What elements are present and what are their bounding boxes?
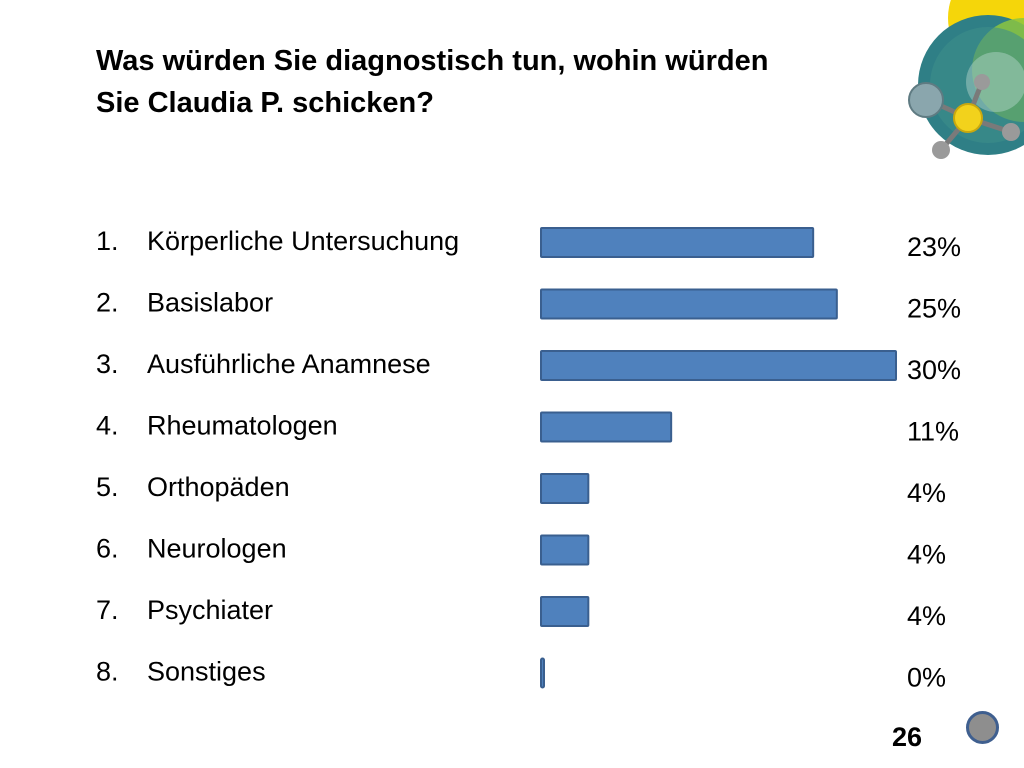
category-number-1: 1. xyxy=(96,226,119,256)
category-label-8: Sonstiges xyxy=(147,657,266,687)
value-label-4: 11% xyxy=(907,417,959,447)
bar-3 xyxy=(540,350,897,381)
bar-6 xyxy=(540,534,590,566)
category-number-8: 8. xyxy=(96,657,119,687)
nav-circle-button[interactable] xyxy=(966,711,999,744)
value-label-8: 0% xyxy=(907,663,946,693)
title-line-2: Sie Claudia P. schicken? xyxy=(96,87,434,119)
category-number-4: 4. xyxy=(96,411,119,441)
value-label-2: 25% xyxy=(907,294,961,324)
bar-5 xyxy=(540,473,590,504)
category-number-2: 2. xyxy=(96,288,119,318)
molecule-logo-icon xyxy=(908,0,1024,159)
value-label-7: 4% xyxy=(907,601,946,631)
page-number: 26 xyxy=(892,722,923,752)
category-number-5: 5. xyxy=(96,472,119,502)
category-label-2: Basislabor xyxy=(147,288,273,318)
bar-2 xyxy=(540,288,838,320)
value-label-3: 30% xyxy=(907,355,961,385)
category-label-7: Psychiater xyxy=(147,595,273,625)
category-label-5: Orthopäden xyxy=(147,472,290,502)
category-label-6: Neurologen xyxy=(147,534,287,564)
bar-4 xyxy=(540,411,673,443)
category-label-1: Körperliche Untersuchung xyxy=(147,226,459,256)
value-label-6: 4% xyxy=(907,540,946,570)
value-label-5: 4% xyxy=(907,478,946,508)
bar-1 xyxy=(540,227,815,258)
category-number-3: 3. xyxy=(96,349,119,379)
value-label-1: 23% xyxy=(907,232,961,262)
category-label-3: Ausführliche Anamnese xyxy=(147,349,431,379)
slide-title: Was würden Sie diagnostisch tun, wohin w… xyxy=(96,40,896,124)
bar-7 xyxy=(540,596,590,627)
bar-8 xyxy=(540,657,545,689)
category-label-4: Rheumatologen xyxy=(147,411,338,441)
title-line-1: Was würden Sie diagnostisch tun, wohin w… xyxy=(96,45,769,77)
category-number-7: 7. xyxy=(96,595,119,625)
category-number-6: 6. xyxy=(96,534,119,564)
